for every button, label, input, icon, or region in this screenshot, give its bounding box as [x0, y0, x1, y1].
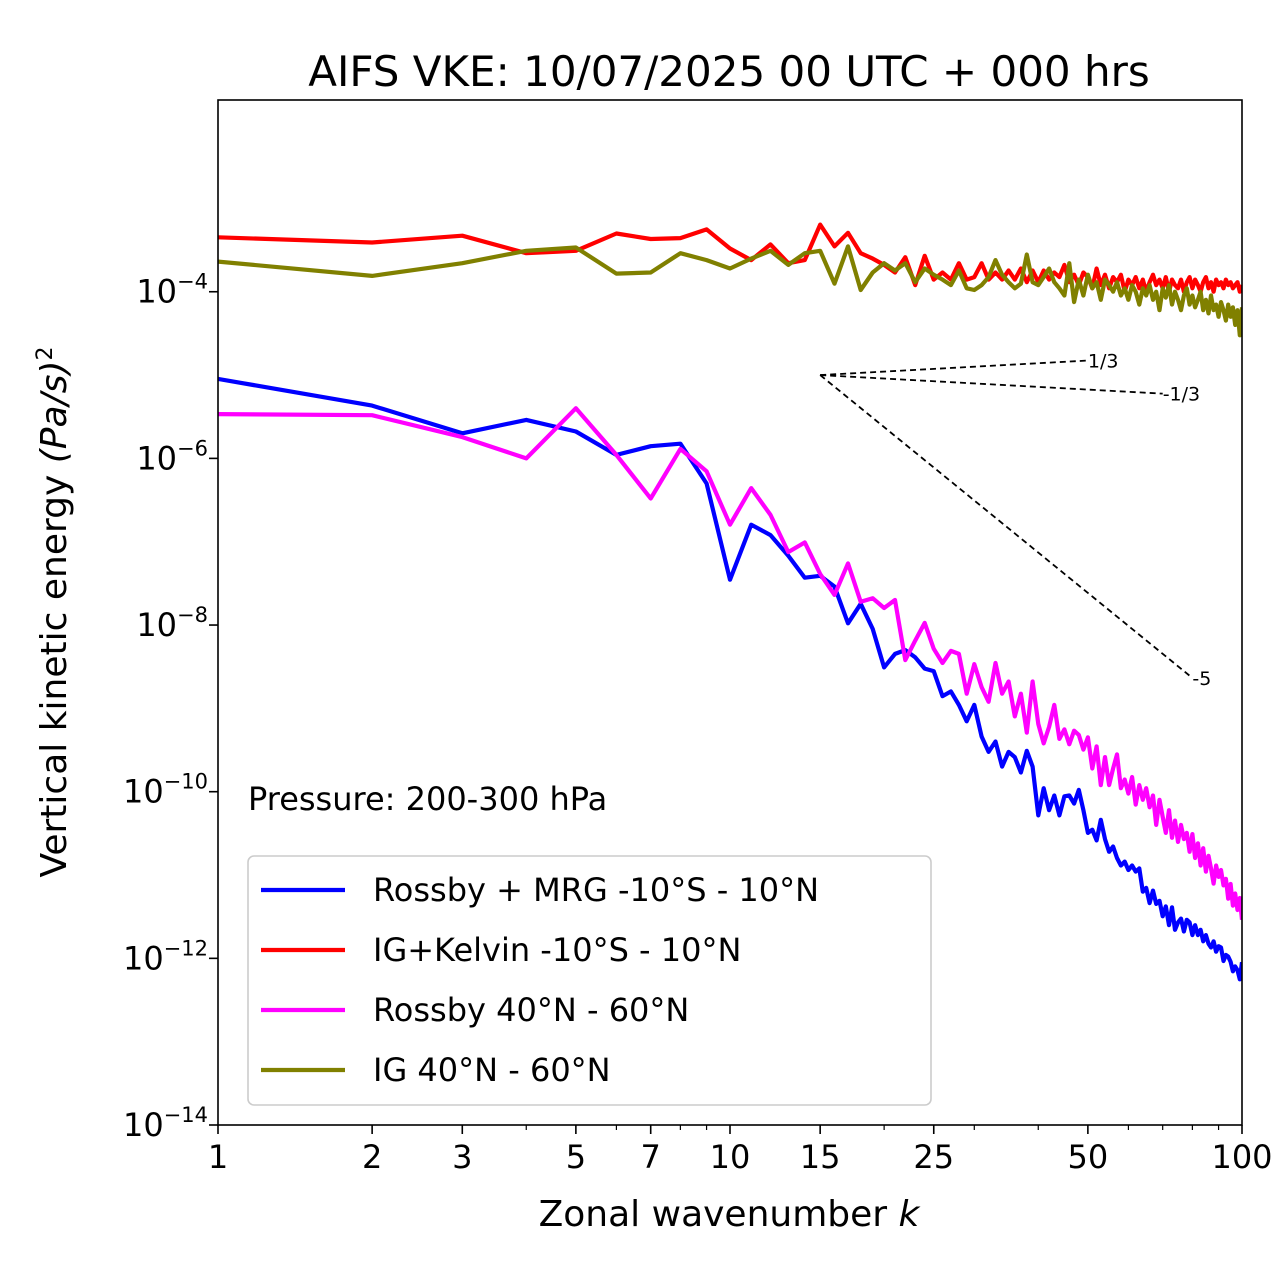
x-tick-label: 15	[800, 1138, 841, 1176]
y-tick-label: 10−10	[123, 770, 208, 811]
y-axis-label-power: 2	[33, 346, 58, 360]
y-tick-base: 10	[123, 773, 164, 811]
y-axis-label-unit: (Pa/s)	[34, 360, 75, 463]
y-tick-label: 10−6	[136, 436, 208, 477]
pressure-annotation: Pressure: 200-300 hPa	[248, 780, 607, 818]
reference-lines: 1/3 -1/3 -5	[819, 351, 1211, 690]
y-tick-base: 10	[136, 273, 177, 311]
y-tick-exponent: −14	[164, 1103, 208, 1127]
series-line	[218, 406, 1242, 921]
x-axis-label: Zonal wavenumber k	[539, 1194, 922, 1235]
y-tick-base: 10	[123, 939, 164, 977]
reference-line-label: 1/3	[1088, 351, 1119, 373]
legend-label: Rossby + MRG -10°S - 10°N	[373, 871, 819, 909]
y-axis-label: Vertical kinetic energy (Pa/s)2	[33, 346, 75, 877]
x-tick-label: 2	[362, 1138, 382, 1176]
x-axis-label-text: Zonal wavenumber	[539, 1194, 888, 1235]
y-tick-base: 10	[123, 1106, 164, 1144]
legend-items: Rossby + MRG -10°S - 10°N IG+Kelvin -10°S…	[261, 871, 819, 1089]
y-tick-exponent: −6	[177, 436, 208, 460]
x-tick-label: 7	[641, 1138, 661, 1176]
y-tick-exponent: −8	[177, 603, 208, 627]
x-tick-label: 5	[566, 1138, 586, 1176]
x-tick-label: 50	[1068, 1138, 1109, 1176]
legend: Rossby + MRG -10°S - 10°N IG+Kelvin -10°S…	[247, 855, 932, 1106]
x-tick-label: 1	[208, 1138, 228, 1176]
y-tick-label: 10−14	[123, 1103, 208, 1144]
y-tick-label: 10−4	[136, 270, 208, 311]
legend-label: IG+Kelvin -10°S - 10°N	[373, 931, 741, 969]
x-axis: 1 2 3 5 7 10 15 25 50 100	[208, 1125, 1273, 1176]
y-tick-base: 10	[136, 606, 177, 644]
legend-label: IG 40°N - 60°N	[373, 1051, 611, 1089]
y-tick-label: 10−12	[123, 936, 208, 977]
x-axis-label-var: k	[899, 1194, 922, 1235]
reference-line-label: -5	[1192, 668, 1211, 690]
y-axis-label-text: Vertical kinetic energy	[34, 475, 75, 878]
y-tick-exponent: −10	[164, 770, 208, 794]
reference-line	[820, 359, 1088, 376]
x-tick-label: 25	[913, 1138, 954, 1176]
y-tick-label: 10−8	[136, 603, 208, 644]
legend-box	[247, 855, 932, 1106]
x-tick-label: 100	[1211, 1138, 1272, 1176]
legend-label: Rossby 40°N - 60°N	[373, 991, 689, 1029]
reference-line	[820, 374, 1163, 395]
y-tick-exponent: −12	[164, 936, 208, 960]
plot-area: 1/3 -1/3 -5	[217, 99, 1243, 1126]
chart-title: AIFS VKE: 10/07/2025 00 UTC + 000 hrs	[308, 47, 1150, 96]
reference-line-label: -1/3	[1163, 384, 1200, 406]
y-tick-base: 10	[136, 439, 177, 477]
y-tick-exponent: −4	[177, 270, 208, 294]
series-line	[218, 376, 1242, 982]
series-lines	[218, 222, 1242, 982]
series-line	[218, 244, 1242, 338]
reference-line	[819, 374, 1193, 679]
x-tick-label: 3	[452, 1138, 472, 1176]
x-tick-label: 10	[710, 1138, 751, 1176]
